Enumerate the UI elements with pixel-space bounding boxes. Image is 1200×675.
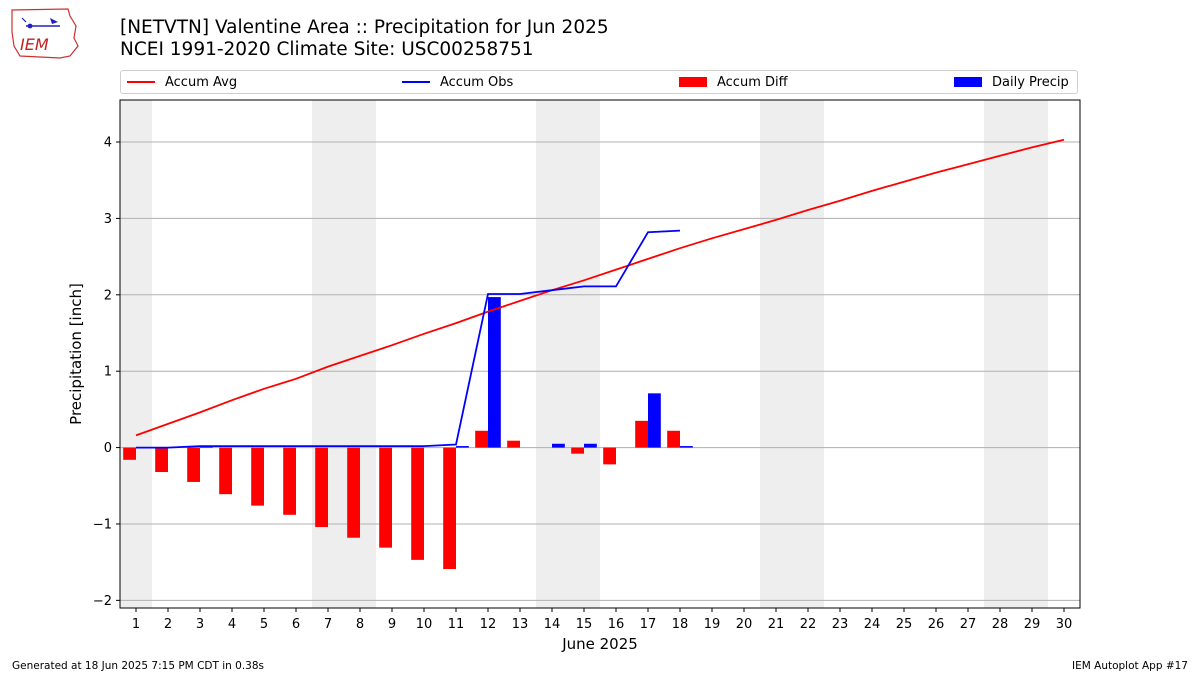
daily-precip-bar xyxy=(552,443,565,448)
accum-diff-bar xyxy=(187,447,200,482)
legend-label-accum-diff: Accum Diff xyxy=(717,74,788,90)
app-credit: IEM Autoplot App #17 xyxy=(1072,660,1188,672)
legend-swatch-accum-avg xyxy=(127,81,155,83)
chart-title: [NETVTN] Valentine Area :: Precipitation… xyxy=(120,17,609,38)
x-tick-label: 11 xyxy=(448,617,465,632)
x-tick-label: 7 xyxy=(324,617,332,632)
weekend-shade xyxy=(792,100,824,608)
daily-precip-bar xyxy=(648,393,661,448)
x-tick-label: 13 xyxy=(512,617,529,632)
x-tick-label: 10 xyxy=(416,617,433,632)
accum-diff-bar xyxy=(571,447,584,454)
x-tick-label: 27 xyxy=(960,617,977,632)
x-tick-label: 16 xyxy=(608,617,625,632)
x-tick-label: 17 xyxy=(640,617,657,632)
x-tick-label: 3 xyxy=(196,617,204,632)
weekend-shade xyxy=(568,100,600,608)
x-tick-label: 30 xyxy=(1056,617,1073,632)
x-tick-label: 6 xyxy=(292,617,300,632)
accum-avg-line xyxy=(135,138,1065,437)
chart-subtitle: NCEI 1991-2020 Climate Site: USC00258751 xyxy=(120,39,534,60)
x-tick-label: 19 xyxy=(704,617,721,632)
x-tick-label: 2 xyxy=(164,617,172,632)
daily-precip-bar xyxy=(584,443,597,448)
weekend-shade xyxy=(1016,100,1048,608)
iem-logo: IEM xyxy=(11,8,79,59)
weekend-shade xyxy=(536,100,568,608)
accum-diff-bar xyxy=(635,420,648,448)
weekend-shade xyxy=(120,100,152,608)
weekend-shade xyxy=(760,100,792,608)
x-tick-label: 14 xyxy=(544,617,561,632)
legend-item-accum-obs: Accum Obs xyxy=(402,73,513,91)
accum-diff-bar xyxy=(507,440,520,448)
accum-diff-bar xyxy=(347,447,360,538)
x-tick-label: 9 xyxy=(388,617,396,632)
x-tick-label: 24 xyxy=(864,617,881,632)
y-tick-label: 4 xyxy=(104,136,112,151)
accum-diff-bar xyxy=(283,447,296,515)
legend-label-accum-obs: Accum Obs xyxy=(440,74,514,90)
x-tick-label: 29 xyxy=(1024,617,1041,632)
accum-diff-bar xyxy=(443,447,456,570)
legend-swatch-accum-diff xyxy=(679,77,707,87)
accum-diff-bar xyxy=(315,447,328,528)
x-tick-label: 26 xyxy=(928,617,945,632)
y-tick-label: 1 xyxy=(104,365,112,380)
y-tick-label: 3 xyxy=(104,212,112,227)
generated-timestamp: Generated at 18 Jun 2025 7:15 PM CDT in … xyxy=(12,660,265,672)
logo-text: IEM xyxy=(20,35,49,54)
accum-diff-bar xyxy=(251,447,264,506)
legend-item-daily-precip: Daily Precip xyxy=(954,73,1069,91)
daily-precip-bar xyxy=(680,446,693,448)
accum-diff-bar xyxy=(155,447,168,473)
daily-precip-bar xyxy=(488,297,501,448)
x-tick-label: 21 xyxy=(768,617,785,632)
y-tick-label: −1 xyxy=(93,517,112,532)
y-tick-label: −2 xyxy=(93,594,112,609)
daily-precip-bar xyxy=(456,446,469,448)
x-tick-label: 15 xyxy=(576,617,593,632)
legend-item-accum-diff: Accum Diff xyxy=(679,73,788,91)
x-axis-label: June 2025 xyxy=(561,635,638,653)
x-tick-label: 4 xyxy=(228,617,236,632)
y-tick-label: 2 xyxy=(104,288,112,303)
accum-diff-bar xyxy=(475,430,488,448)
accum-diff-bar xyxy=(123,447,136,460)
plot-frame xyxy=(119,99,1081,609)
accum-diff-bar xyxy=(219,447,232,495)
x-tick-label: 20 xyxy=(736,617,753,632)
x-tick-label: 22 xyxy=(800,617,817,632)
legend: Accum Avg Accum Obs Accum Diff Daily Pre… xyxy=(120,70,1078,94)
y-tick-label: 0 xyxy=(104,441,112,456)
weekend-shade xyxy=(312,100,344,608)
x-tick-label: 1 xyxy=(132,617,140,632)
legend-label-daily-precip: Daily Precip xyxy=(992,74,1069,90)
accum-diff-bar xyxy=(603,447,616,465)
legend-item-accum-avg: Accum Avg xyxy=(127,73,237,91)
x-tick-label: 5 xyxy=(260,617,268,632)
legend-label-accum-avg: Accum Avg xyxy=(165,74,238,90)
x-tick-label: 18 xyxy=(672,617,689,632)
x-tick-label: 28 xyxy=(992,617,1009,632)
legend-swatch-daily-precip xyxy=(954,77,982,87)
accum-diff-bar xyxy=(379,447,392,548)
accum-diff-bar xyxy=(411,447,424,560)
x-tick-label: 25 xyxy=(896,617,913,632)
x-tick-label: 23 xyxy=(832,617,849,632)
x-tick-label: 12 xyxy=(480,617,497,632)
accum-obs-line xyxy=(136,229,681,449)
accum-diff-bar xyxy=(667,430,680,448)
weekend-shade xyxy=(984,100,1016,608)
y-axis-label: Precipitation [inch] xyxy=(67,283,85,425)
legend-swatch-accum-obs xyxy=(402,81,430,83)
x-tick-label: 8 xyxy=(356,617,364,632)
